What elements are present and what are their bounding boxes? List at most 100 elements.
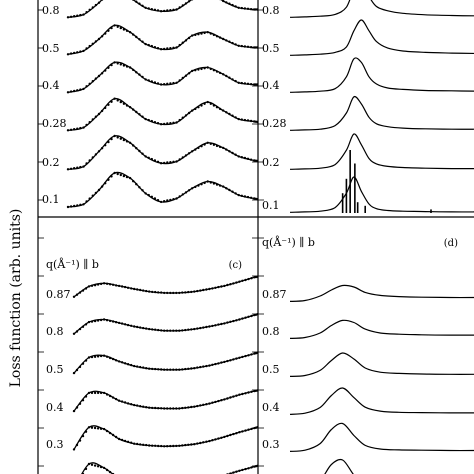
data-point xyxy=(90,320,94,323)
data-point xyxy=(94,3,98,7)
data-point xyxy=(154,444,157,447)
data-point xyxy=(82,126,85,129)
data-point xyxy=(208,287,211,291)
data-point xyxy=(120,400,124,403)
series-label: 0.2 xyxy=(42,156,60,169)
data-point xyxy=(172,329,175,332)
data-point xyxy=(240,156,243,159)
data-point xyxy=(125,29,129,32)
data-point xyxy=(241,392,244,396)
data-point xyxy=(194,148,197,151)
data-point xyxy=(234,192,237,195)
series-line xyxy=(73,389,258,412)
data-point xyxy=(226,283,229,287)
data-point xyxy=(123,401,127,404)
series-line xyxy=(289,19,474,56)
data-point xyxy=(163,445,166,448)
data-point xyxy=(163,161,166,165)
data-point xyxy=(256,313,258,316)
data-point xyxy=(160,368,163,371)
data-point xyxy=(82,87,85,91)
data-point xyxy=(132,108,135,111)
data-point xyxy=(91,42,95,45)
data-point xyxy=(100,109,104,113)
data-point xyxy=(228,112,231,116)
data-point xyxy=(200,104,203,107)
series-label: 0.1 xyxy=(42,193,60,206)
panel-b-plot-area xyxy=(289,0,474,213)
data-point xyxy=(145,406,148,409)
data-point xyxy=(250,390,253,393)
data-point xyxy=(226,321,229,324)
data-point xyxy=(128,141,132,144)
data-point xyxy=(160,444,163,448)
data-point xyxy=(144,78,147,81)
data-point xyxy=(105,393,109,396)
data-point xyxy=(110,175,113,178)
data-point xyxy=(147,7,150,10)
data-point xyxy=(156,122,160,125)
data-point xyxy=(159,162,163,165)
data-point xyxy=(97,150,101,153)
data-point xyxy=(169,122,172,125)
data-point xyxy=(229,320,232,323)
data-point xyxy=(136,404,139,407)
data-point xyxy=(110,63,113,67)
data-point xyxy=(79,126,82,130)
data-point xyxy=(122,174,126,178)
data-point xyxy=(232,319,235,323)
data-point xyxy=(231,151,234,155)
data-point xyxy=(222,73,225,76)
data-point xyxy=(102,391,106,395)
data-point xyxy=(187,328,190,331)
data-point xyxy=(85,85,88,88)
data-point xyxy=(141,115,144,118)
data-point xyxy=(110,137,113,141)
data-point xyxy=(150,195,153,198)
data-point xyxy=(81,362,85,365)
data-point xyxy=(229,396,232,399)
data-point xyxy=(193,327,196,331)
data-point xyxy=(214,286,217,289)
data-point xyxy=(116,99,119,102)
data-point xyxy=(102,282,106,285)
data-point xyxy=(209,102,212,106)
data-point xyxy=(184,154,188,157)
data-point xyxy=(119,26,123,30)
data-point xyxy=(105,282,109,285)
data-point xyxy=(153,46,157,49)
data-point xyxy=(142,289,145,292)
data-point xyxy=(211,401,214,404)
data-point xyxy=(104,182,107,185)
data-point xyxy=(110,26,113,30)
data-point xyxy=(119,63,123,66)
data-point xyxy=(88,159,91,162)
data-point xyxy=(116,136,119,139)
data-point xyxy=(94,153,98,156)
data-point xyxy=(125,65,129,68)
data-point xyxy=(113,61,116,64)
data-point xyxy=(181,41,184,44)
data-point xyxy=(76,166,79,169)
data-point xyxy=(78,402,82,405)
data-point xyxy=(119,173,123,177)
data-point xyxy=(144,117,147,121)
data-point xyxy=(73,167,76,170)
data-point xyxy=(202,403,205,406)
data-point xyxy=(123,285,127,289)
data-point xyxy=(197,184,200,187)
data-point xyxy=(82,49,85,53)
data-point xyxy=(119,137,123,140)
data-point xyxy=(237,193,240,197)
data-point xyxy=(78,291,82,294)
data-point xyxy=(240,118,243,121)
data-point xyxy=(199,441,202,445)
data-point xyxy=(187,36,191,40)
data-point xyxy=(181,329,184,332)
data-point xyxy=(181,156,184,159)
data-point xyxy=(202,326,205,329)
data-point xyxy=(111,320,115,323)
data-point xyxy=(123,323,127,326)
data-point xyxy=(235,432,238,435)
data-point xyxy=(228,188,231,192)
